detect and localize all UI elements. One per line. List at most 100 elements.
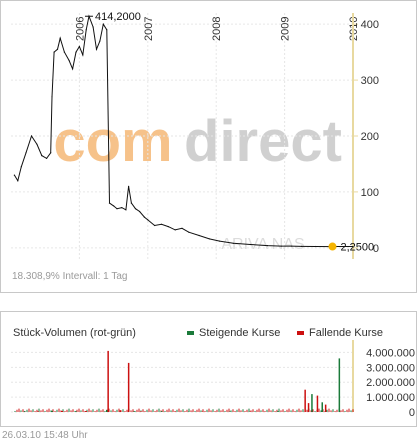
last-value-marker bbox=[328, 242, 337, 251]
price-point bbox=[116, 208, 118, 210]
price-point bbox=[143, 216, 145, 218]
price-point bbox=[78, 45, 80, 48]
legend-up-swatch bbox=[187, 331, 194, 335]
volume-bar bbox=[140, 411, 142, 412]
price-point bbox=[167, 226, 169, 228]
volume-title: Stück-Volumen (rot-grün) bbox=[13, 327, 136, 339]
volume-bar bbox=[311, 394, 313, 412]
price-point bbox=[50, 152, 52, 154]
price-point bbox=[108, 202, 111, 204]
volume-chart-panel: Stück-Volumen (rot-grün) Steigende Kurse… bbox=[0, 311, 417, 427]
price-point bbox=[208, 238, 210, 240]
legend-up: Steigende Kurse bbox=[187, 327, 280, 339]
legend-up-label: Steigende Kurse bbox=[199, 327, 281, 339]
volume-bar bbox=[37, 411, 40, 412]
volume-bar bbox=[127, 362, 130, 412]
price-y-tick-label: 400 bbox=[361, 19, 379, 31]
price-point bbox=[147, 219, 149, 221]
legend-down-swatch bbox=[297, 331, 304, 335]
volume-bar bbox=[23, 411, 26, 412]
volume-y-tick-label: 0 bbox=[409, 407, 415, 419]
price-point bbox=[266, 245, 269, 247]
price-point bbox=[232, 242, 234, 244]
volume-chart: 0 1.000.000 2.000.000 3.000.000 4.000.000 bbox=[11, 340, 415, 419]
volume-y-tick-label: 1.000.000 bbox=[366, 392, 415, 404]
price-point bbox=[30, 135, 33, 137]
price-point bbox=[41, 155, 43, 157]
price-point bbox=[290, 245, 292, 247]
price-point bbox=[314, 245, 316, 248]
price-point bbox=[181, 227, 183, 229]
price-x-tick-label: 2006 bbox=[74, 17, 86, 41]
price-point bbox=[106, 29, 108, 31]
price-point bbox=[134, 208, 137, 210]
volume-bar bbox=[307, 403, 310, 412]
price-point bbox=[92, 26, 94, 28]
price-point bbox=[174, 229, 176, 231]
legend-down-label: Fallende Kurse bbox=[309, 327, 383, 339]
price-point bbox=[102, 23, 104, 25]
price-point bbox=[63, 51, 65, 53]
price-point bbox=[99, 40, 101, 42]
volume-bar bbox=[338, 358, 341, 412]
price-point bbox=[68, 59, 70, 62]
price-point bbox=[53, 51, 55, 53]
volume-bar bbox=[75, 411, 77, 412]
price-point bbox=[59, 37, 61, 39]
price-point bbox=[121, 207, 123, 209]
price-point bbox=[154, 224, 156, 227]
price-point bbox=[125, 209, 127, 211]
price-point bbox=[95, 48, 98, 50]
price-point bbox=[75, 51, 77, 53]
price-point bbox=[219, 240, 221, 242]
max-annotation-label: 414,2000 bbox=[95, 11, 141, 23]
volume-bar bbox=[85, 411, 87, 412]
volume-bar bbox=[160, 411, 163, 412]
volume-bar bbox=[316, 395, 319, 412]
volume-bar bbox=[304, 389, 306, 412]
volume-bar bbox=[107, 350, 109, 412]
volume-bar bbox=[106, 409, 108, 412]
price-point bbox=[128, 185, 130, 187]
volume-y-tick-label: 2.000.000 bbox=[366, 377, 415, 389]
price-point bbox=[13, 174, 15, 176]
price-point bbox=[160, 223, 163, 225]
price-point bbox=[188, 231, 190, 233]
price-point bbox=[139, 210, 141, 213]
price-point bbox=[249, 243, 251, 246]
legend-down: Fallende Kurse bbox=[297, 327, 383, 339]
price-point bbox=[130, 202, 132, 204]
price-chart-panel: com direct ARIVA NAS 0 100 200 300 400 2006 2007 2… bbox=[0, 0, 417, 293]
watermark-part-1: com bbox=[53, 109, 172, 174]
price-point bbox=[56, 48, 59, 50]
price-y-tick-label: 0 bbox=[373, 243, 379, 255]
price-chart: com direct ARIVA NAS 0 100 200 300 400 2006 2007 2… bbox=[11, 11, 379, 259]
volume-bar bbox=[277, 411, 279, 412]
price-y-tick-label: 200 bbox=[361, 131, 379, 143]
price-point bbox=[85, 29, 87, 31]
price-point bbox=[198, 234, 200, 237]
price-x-tick-label: 2008 bbox=[211, 17, 223, 41]
volume-bar bbox=[51, 410, 53, 412]
price-point bbox=[51, 96, 53, 98]
price-point bbox=[113, 205, 115, 207]
price-x-tick-label: 2007 bbox=[143, 17, 155, 41]
last-value-label: 2,2500 bbox=[340, 242, 374, 254]
bottom-footer: 26.03.10 15:48 Uhr bbox=[2, 430, 88, 441]
volume-bar bbox=[119, 410, 122, 412]
price-x-tick-label: 2009 bbox=[280, 17, 292, 41]
volume-bar bbox=[133, 411, 135, 412]
price-point bbox=[36, 143, 38, 145]
watermark-sub: ARIVA NAS bbox=[221, 236, 304, 253]
price-point bbox=[25, 152, 27, 154]
volume-y-tick-label: 4.000.000 bbox=[366, 347, 415, 359]
price-point bbox=[82, 54, 84, 56]
price-point bbox=[301, 245, 303, 247]
volume-bar bbox=[188, 411, 190, 412]
price-series-line bbox=[13, 14, 333, 248]
price-y-tick-label: 300 bbox=[361, 75, 379, 87]
watermark-part-2: direct bbox=[184, 109, 342, 174]
volume-bar bbox=[324, 404, 327, 412]
volume-y-tick-label: 3.000.000 bbox=[366, 362, 415, 374]
price-point bbox=[280, 245, 282, 247]
